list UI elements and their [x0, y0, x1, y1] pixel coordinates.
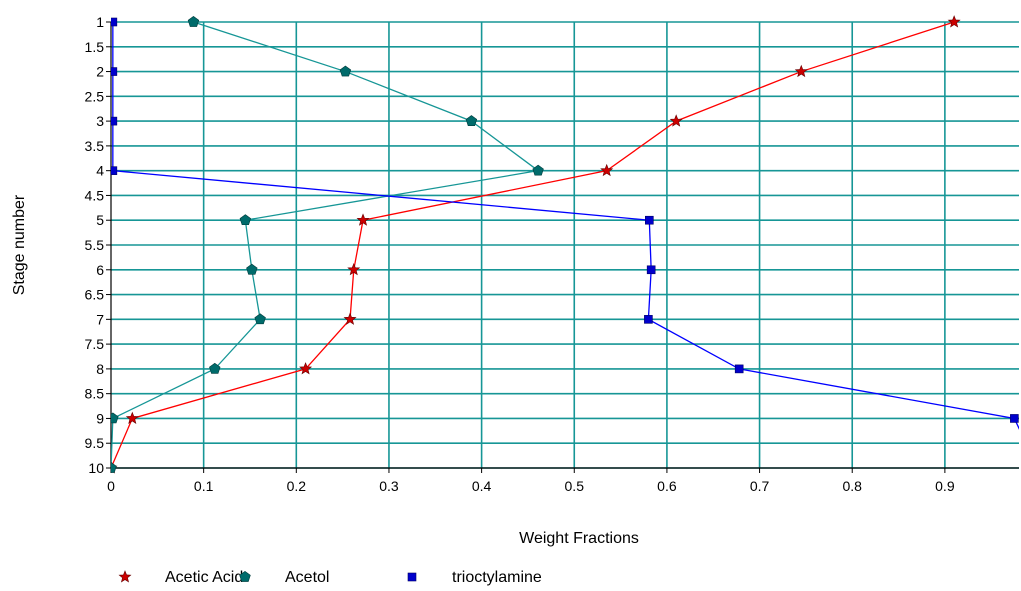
data-point-acetol: [246, 263, 258, 275]
data-point-acetic-acid: [343, 312, 357, 325]
series-trioctylamine: [111, 17, 1019, 430]
data-point-acetic-acid: [347, 262, 361, 276]
data-point-acetic-acid: [669, 114, 683, 127]
x-tick-label: 0.8: [842, 478, 862, 494]
data-point-acetol: [239, 214, 252, 226]
y-tick-label: 6.5: [85, 287, 105, 303]
data-point-trioctylamine: [1010, 414, 1019, 423]
x-tick-label: 0.9: [935, 478, 955, 494]
y-tick-label: 2: [96, 64, 104, 80]
data-point-acetic-acid: [600, 163, 614, 177]
legend-marker-acetol: [239, 571, 251, 582]
data-point-acetol: [339, 65, 352, 77]
y-axis-title: Stage number: [11, 194, 28, 295]
y-tick-labels: 1 1.5 2 2.5 3 3.5 4 4.5 5 5.5 6 6.5 7 7.5 8 8.5 9 9.5 10: [85, 14, 105, 476]
legend-label-acetic-acid: Acetic Acid: [165, 569, 243, 586]
data-point-acetic-acid: [125, 411, 139, 424]
x-tick-label: 0.4: [472, 478, 492, 494]
data-point-trioctylamine: [111, 67, 118, 76]
x-tick-label: 0: [107, 478, 115, 494]
data-point-acetol: [532, 164, 544, 176]
y-tick-label: 4.5: [85, 187, 105, 203]
x-axis-title: Weight Fractions: [519, 530, 639, 547]
y-tick-label: 7.5: [85, 336, 105, 352]
x-tick-label: 0.6: [657, 478, 677, 494]
series-line-acetol: [111, 21, 540, 469]
x-tick-label: 0.5: [565, 478, 585, 494]
legend: Acetic Acid Acetol trioctylamine: [118, 569, 542, 586]
data-point-acetol: [187, 16, 200, 27]
legend-marker-trioctylamine: [407, 572, 417, 582]
y-tick-label: 4: [96, 163, 104, 179]
y-tick-label: 3: [96, 113, 104, 129]
y-tick-label: 8.5: [85, 386, 105, 402]
data-point-trioctylamine: [646, 265, 656, 275]
data-point-acetol: [209, 362, 221, 374]
y-tick-label: 6: [96, 262, 104, 278]
data-point-acetic-acid: [947, 15, 961, 28]
y-tick-label: 5: [96, 212, 104, 228]
data-point-acetic-acid: [299, 362, 313, 375]
data-point-acetol: [254, 313, 266, 325]
x-tick-label: 0.2: [287, 478, 307, 494]
y-tick-label: 5.5: [85, 237, 105, 253]
y-tick-label: 9.5: [85, 435, 105, 451]
x-tick-label: 0.7: [750, 478, 770, 494]
y-tick-label: 2.5: [85, 88, 105, 104]
y-tick-label: 3.5: [85, 138, 105, 154]
data-point-trioctylamine: [111, 17, 118, 27]
y-tick-label: 8: [96, 361, 104, 377]
y-tick-label: 10: [88, 460, 104, 476]
legend-label-trioctylamine: trioctylamine: [452, 569, 542, 586]
data-point-trioctylamine: [111, 116, 118, 126]
data-point-acetol: [111, 412, 119, 424]
data-point-acetol: [465, 115, 478, 126]
x-tick-label: 0.3: [379, 478, 399, 494]
x-tick-labels: 0 0.1 0.2 0.3 0.4 0.5 0.6 0.7 0.8 0.9: [107, 478, 955, 494]
series-line-acetic-acid: [111, 21, 955, 469]
y-tick-label: 9: [96, 410, 104, 426]
plot-area: [106, 15, 1019, 474]
x-tick-label: 0.1: [194, 478, 214, 494]
y-tick-label: 1.5: [85, 39, 105, 55]
data-point-trioctylamine: [645, 215, 654, 225]
legend-label-acetol: Acetol: [285, 569, 329, 586]
data-point-trioctylamine: [734, 364, 744, 374]
legend-marker-acetic-acid: [118, 570, 132, 583]
data-point-acetic-acid: [794, 64, 808, 78]
y-tick-label: 1: [96, 14, 104, 30]
series-acetol: [111, 16, 544, 473]
data-point-trioctylamine: [644, 315, 653, 324]
data-point-acetol: [111, 462, 117, 473]
data-point-acetic-acid: [356, 213, 370, 226]
series-line-trioctylamine: [112, 22, 1019, 430]
data-point-trioctylamine: [111, 166, 118, 175]
y-tick-label: 7: [96, 311, 104, 327]
